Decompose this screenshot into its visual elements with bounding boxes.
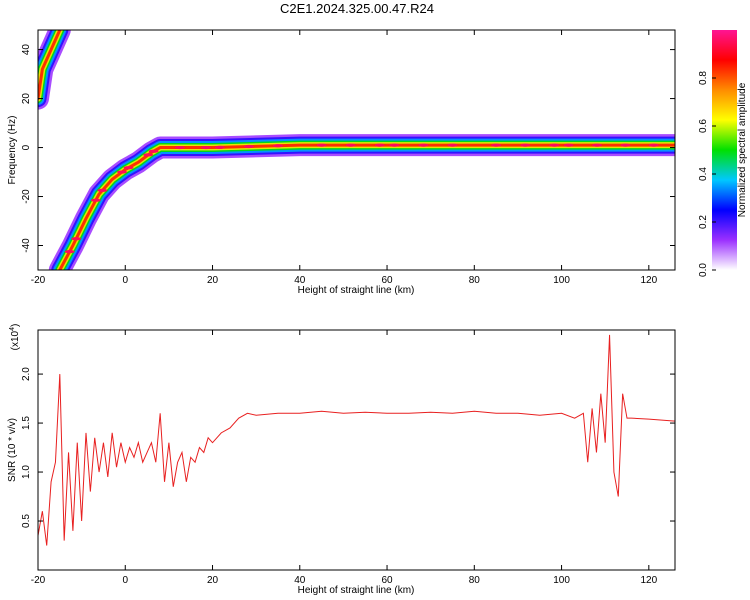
spectrogram-y-tick-label: -20 bbox=[21, 189, 32, 204]
spectrogram-panel: -20 0 20 40 60 80 100 120 -40 -20 0 20 40 Height of… bbox=[7, 29, 676, 296]
spectrogram-peak-mark bbox=[374, 143, 385, 147]
colorbar-tick-label: 0.0 bbox=[698, 263, 709, 277]
spectrogram-peak-mark bbox=[243, 144, 254, 149]
spectrogram-peak-mark bbox=[214, 145, 225, 149]
snr-x-tick-label: 100 bbox=[553, 575, 570, 586]
spectrogram-frame bbox=[37, 29, 676, 271]
spectrogram-peak-mark bbox=[272, 144, 283, 148]
spectrogram-peak-mark bbox=[620, 143, 631, 147]
colorbar-tick-label: 0.6 bbox=[698, 119, 709, 133]
spectrogram-peak-mark bbox=[174, 145, 185, 150]
spectrogram-x-tick-label: 60 bbox=[381, 275, 393, 286]
spectrogram-peak-mark bbox=[389, 143, 400, 147]
spectrogram-peak-mark bbox=[549, 143, 560, 147]
spectrogram-peak-mark bbox=[316, 143, 327, 147]
spectrogram-peak-mark bbox=[200, 145, 211, 150]
spectrogram-y-tick-label: 40 bbox=[21, 44, 32, 56]
spectrogram-heatmap bbox=[38, 30, 675, 270]
spectrogram-y-tick-label: -40 bbox=[21, 238, 32, 253]
snr-x-ticks: -20 0 20 40 60 80 100 120 bbox=[31, 330, 658, 586]
snr-x-tick-label: -20 bbox=[31, 575, 46, 586]
snr-x-tick-label: 80 bbox=[469, 575, 481, 586]
colorbar-label: Normalized spectral amplitude bbox=[737, 82, 748, 217]
spectrogram-x-tick-label: 0 bbox=[122, 275, 128, 286]
snr-x-tick-label: 20 bbox=[207, 575, 219, 586]
spectrogram-peak-mark bbox=[418, 143, 429, 147]
snr-x-tick-label: 0 bbox=[122, 575, 128, 586]
spectrogram-peak-mark bbox=[71, 237, 82, 241]
spectrogram-peak-mark bbox=[90, 198, 101, 202]
snr-x-tick-label: 60 bbox=[381, 575, 393, 586]
spectrogram-peak-mark bbox=[648, 143, 659, 147]
snr-y-multiplier-close: ) bbox=[10, 324, 21, 327]
snr-x-tick-label: 40 bbox=[294, 575, 306, 586]
snr-series-line bbox=[38, 334, 675, 546]
svg-text:(x104): (x104) bbox=[9, 324, 21, 351]
spectrogram-x-label: Height of straight line (km) bbox=[298, 285, 415, 296]
colorbar-tick-label: 0.4 bbox=[698, 167, 709, 181]
snr-y-tick-label: 1.0 bbox=[21, 465, 32, 479]
snr-y-multiplier-exp: 4 bbox=[9, 327, 16, 331]
snr-y-tick-label: 2.0 bbox=[21, 367, 32, 381]
snr-y-multiplier: (x104) bbox=[9, 324, 21, 351]
spectrogram-peak-mark bbox=[447, 143, 458, 147]
snr-panel: -20 0 20 40 60 80 100 120 0.5 1.0 1.5 2.0 Height o… bbox=[7, 324, 676, 596]
spectrogram-x-tick-label: 120 bbox=[640, 275, 657, 286]
snr-y-label: SNR (10 * v/v) bbox=[7, 418, 18, 482]
spectrogram-peak-mark bbox=[345, 143, 356, 147]
spectrogram-peak-mark bbox=[123, 166, 134, 170]
spectrogram-x-tick-label: 80 bbox=[469, 275, 481, 286]
spectrogram-peak-mark bbox=[592, 143, 603, 147]
colorbar-tick-label: 0.8 bbox=[698, 71, 709, 85]
snr-y-multiplier-base: (x10 bbox=[10, 330, 21, 350]
spectrogram-peak-mark bbox=[116, 170, 127, 174]
spectrogram-peak-mark bbox=[520, 143, 531, 147]
spectrogram-x-tick-label: 40 bbox=[294, 275, 306, 286]
colorbar-ticks: 0.0 0.2 0.4 0.6 0.8 bbox=[698, 71, 716, 277]
snr-y-ticks: 0.5 1.0 1.5 2.0 bbox=[21, 367, 675, 528]
snr-x-tick-label: 120 bbox=[640, 575, 657, 586]
figure-title: C2E1.2024.325.00.47.R24 bbox=[280, 1, 434, 16]
snr-frame bbox=[37, 329, 676, 571]
spectrogram-peak-mark bbox=[148, 149, 159, 153]
spectrogram-x-ticks: -20 0 20 40 60 80 100 120 bbox=[31, 30, 658, 286]
snr-x-label: Height of straight line (km) bbox=[298, 585, 415, 596]
colorbar: 0.0 0.2 0.4 0.6 0.8 Normalized spectral ampl… bbox=[698, 30, 748, 277]
colorbar-tick-label: 0.2 bbox=[698, 215, 709, 229]
spectrogram-x-tick-label: -20 bbox=[31, 275, 46, 286]
spectrogram-peak-mark bbox=[97, 188, 108, 193]
colorbar-fill bbox=[712, 30, 737, 270]
snr-plot-area bbox=[38, 330, 675, 570]
spectrogram-x-tick-label: 100 bbox=[553, 275, 570, 286]
snr-y-tick-label: 1.5 bbox=[21, 416, 32, 430]
spectrogram-x-tick-label: 20 bbox=[207, 275, 219, 286]
snr-y-tick-label: 0.5 bbox=[21, 514, 32, 528]
spectrogram-y-ticks: -40 -20 0 20 40 bbox=[21, 44, 675, 253]
spectrogram-peak-mark bbox=[563, 143, 574, 147]
spectrogram-peak-mark bbox=[491, 143, 502, 147]
spectrogram-alias-band bbox=[38, 30, 62, 101]
spectrogram-y-label: Frequency (Hz) bbox=[7, 116, 18, 185]
spectrogram-y-tick-label: 0 bbox=[21, 144, 32, 150]
spectrogram-peak-mark bbox=[143, 153, 154, 157]
spectrogram-peak-mark bbox=[64, 250, 75, 254]
spectrogram-y-tick-label: 20 bbox=[21, 93, 32, 105]
